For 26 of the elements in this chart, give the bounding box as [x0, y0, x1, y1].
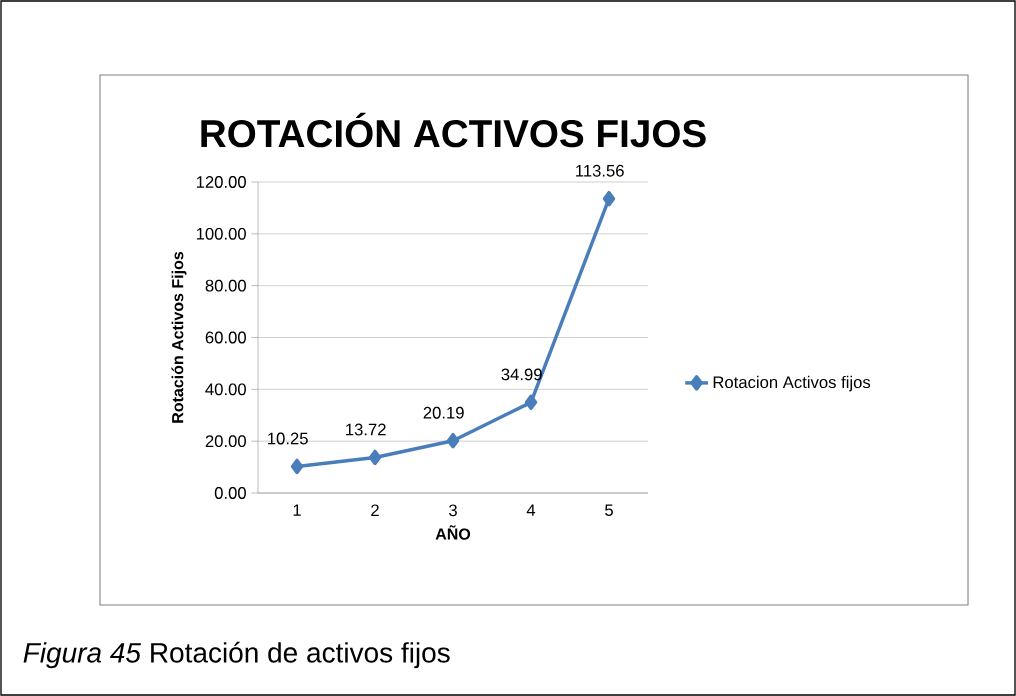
y-tick-label: 60.00 — [205, 331, 246, 344]
x-tick-label: 2 — [371, 504, 379, 517]
text: Figura 45 Rotación de activos fijos — [23, 641, 450, 669]
y-tick-label: 80.00 — [205, 279, 246, 292]
data-label: 13.72 — [346, 423, 386, 436]
x-tick-label: 3 — [449, 504, 457, 517]
legend-label: Rotacion Activos fijos — [713, 375, 871, 392]
y-tick-label: 0.00 — [214, 487, 246, 499]
x-tick-label: 5 — [605, 504, 613, 517]
y-tick-label: 20.00 — [205, 435, 246, 448]
chart-title: ROTACIÓN ACTIVOS FIJOS — [201, 112, 706, 148]
y-axis-title: Rotación Activos Fijos — [171, 251, 187, 423]
point — [524, 394, 538, 411]
y-tick-label: 100.00 — [196, 227, 246, 240]
x-tick-label: 1 — [293, 504, 301, 516]
data-label: 113.56 — [576, 164, 624, 177]
data-label: 10.25 — [268, 432, 308, 445]
point — [290, 458, 304, 475]
y-tick-label: 40.00 — [205, 383, 246, 396]
data-label: 20.19 — [423, 406, 464, 419]
x-tick-label: 4 — [526, 504, 536, 516]
x-axis-title: AÑO — [435, 525, 471, 540]
point — [602, 190, 616, 207]
point — [446, 432, 460, 449]
point — [368, 449, 382, 466]
y-tick-label: 120.00 — [196, 176, 246, 188]
